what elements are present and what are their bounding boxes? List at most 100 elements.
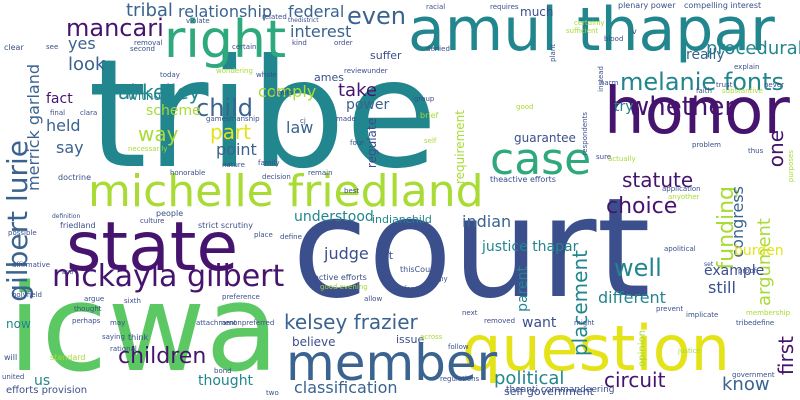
word-best: best xyxy=(344,187,360,195)
word-merrick-garland: merrick garland xyxy=(24,64,43,191)
word-trust: trust xyxy=(716,81,733,89)
word-amonpreferred: amonpreferred xyxy=(222,319,275,327)
word-court: court xyxy=(292,168,651,329)
word-good: good xyxy=(516,103,534,111)
word-suffer: suffer xyxy=(370,49,402,62)
word-certain: certain xyxy=(232,43,257,51)
word-sufficient: sufficient xyxy=(566,27,599,35)
word-state: state xyxy=(66,208,239,287)
word-preference: preference xyxy=(222,293,260,301)
word-attachment: attachment xyxy=(196,319,237,327)
word-wondering: wondering xyxy=(216,67,253,75)
word-without: without xyxy=(128,89,174,103)
word-amul-thapar: amul thapar xyxy=(408,0,775,65)
word-thought: thought xyxy=(198,373,254,389)
word-justice-thapar: justice thapar xyxy=(482,239,579,255)
word-child: child xyxy=(196,94,253,122)
word-sure: sure xyxy=(596,153,612,161)
word-blood: blood xyxy=(604,35,624,43)
word-mancari: mancari xyxy=(66,14,164,42)
word-mean: mean xyxy=(305,240,314,263)
word-still: still xyxy=(708,278,736,297)
word-purposes: purposes xyxy=(787,150,795,183)
word-take: take xyxy=(338,80,377,101)
word-thiscourt: thisCourt xyxy=(400,265,437,274)
word-anti: anti xyxy=(62,269,74,276)
word-regulate: regulate xyxy=(365,118,379,169)
word-even: even xyxy=(347,2,406,30)
word-order: order xyxy=(334,39,353,47)
word-kind: kind xyxy=(292,39,307,47)
word-saying: saying xyxy=(102,333,125,341)
word-will: will xyxy=(4,353,18,362)
word-friedland: friedland xyxy=(60,221,96,230)
word-denied: denied xyxy=(426,45,450,53)
word-regulations: regulations xyxy=(440,375,480,383)
word-issue: issue xyxy=(396,333,425,346)
word-tribal: tribal xyxy=(126,0,173,21)
word-now: now xyxy=(6,317,31,331)
word-place: place xyxy=(254,231,273,239)
word-allow: allow xyxy=(364,295,383,303)
word-theanti-commandeering: theanti commandeering xyxy=(506,385,615,395)
word-want: want xyxy=(522,315,557,331)
word-know: know xyxy=(722,374,770,395)
word-first: first xyxy=(774,336,798,376)
word-placement: placement xyxy=(568,250,592,357)
word-holyfield: holyfield xyxy=(12,291,42,299)
word-remain: remain xyxy=(308,169,333,177)
word-strict-scrutiny: strict scrutiny xyxy=(198,221,253,230)
word-clara: clara xyxy=(80,109,98,117)
word-final: final xyxy=(50,109,66,117)
word-substantive: substantive xyxy=(722,87,763,95)
word-justice: justice xyxy=(678,347,701,355)
word-thus: thus xyxy=(748,147,764,155)
word-al-kelley: al kelley xyxy=(118,80,201,104)
word-v: v xyxy=(632,27,637,36)
word-violate: violate xyxy=(186,17,210,25)
word-possible: possible xyxy=(8,229,37,237)
word-understood: understood xyxy=(294,209,374,225)
word-self: self xyxy=(424,137,437,145)
word-bond: bond xyxy=(214,367,232,375)
word-for-the: for the xyxy=(404,285,428,293)
word-federal: federal xyxy=(288,2,345,21)
word-ames: ames xyxy=(314,71,344,84)
word-membership: membership xyxy=(746,309,791,317)
word-one: one xyxy=(764,130,788,168)
word-group: group xyxy=(414,95,435,103)
word-might: might xyxy=(574,319,595,327)
word-united: united xyxy=(2,373,25,381)
word-yes: yes xyxy=(68,34,96,53)
word-related: related xyxy=(262,13,287,21)
word-different: different xyxy=(598,288,666,307)
word-proof: proof xyxy=(738,267,757,275)
word-definition: definition xyxy=(52,213,81,220)
word-much: much xyxy=(520,5,554,19)
word-instead: instead xyxy=(597,66,605,92)
word-melanie-fonts: melanie fonts xyxy=(620,68,785,96)
word-member: member xyxy=(286,334,498,392)
word-next: next xyxy=(462,309,478,317)
word-fact: fact xyxy=(46,91,73,107)
word-problem: problem xyxy=(692,141,721,149)
word-kelsey-frazier: kelsey frazier xyxy=(284,310,418,334)
word-rational: rational xyxy=(110,345,137,353)
word-efforts-provision: efforts provision xyxy=(6,385,88,396)
word-whole: whole xyxy=(256,71,277,79)
word-reviewunder: reviewunder xyxy=(344,67,388,75)
word-explain: explain xyxy=(734,63,760,71)
word-whether: whether xyxy=(628,92,736,122)
word-scheme: scheme xyxy=(146,103,201,119)
word-classification: classification xyxy=(294,378,398,397)
word-look: look xyxy=(68,54,106,75)
word-plenary-power: plenary power xyxy=(618,1,676,10)
word-perhaps: perhaps xyxy=(72,317,101,325)
word-believe: believe xyxy=(292,335,336,349)
word-gamesmanship: gamesmanship xyxy=(206,115,260,123)
word-circuit: circuit xyxy=(604,368,666,392)
word-caldwell: caldwell xyxy=(435,254,443,283)
word-say: say xyxy=(56,138,84,157)
word-comply: comply xyxy=(258,82,317,101)
